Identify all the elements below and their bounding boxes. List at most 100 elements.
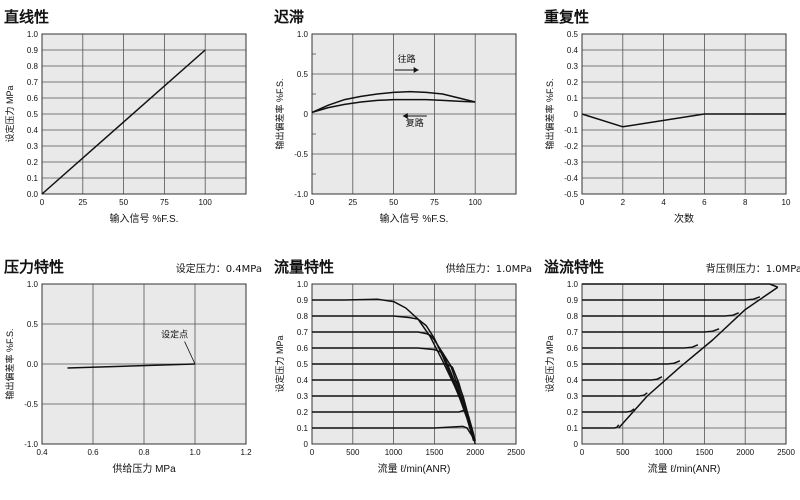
series-line-0.9-MPa [582, 296, 761, 301]
x-tick-label: 1.2 [240, 448, 252, 457]
y-tick-label: 0.5 [27, 110, 39, 119]
y-tick-label: -0.5 [564, 190, 578, 199]
y-tick-label: 0.5 [27, 320, 39, 329]
y-tick-label: 0.9 [297, 296, 309, 305]
x-tick-label: 50 [389, 198, 398, 207]
x-tick-label: 0.4 [36, 448, 48, 457]
series-line-0.4-MPa [312, 379, 476, 441]
y-tick-label: 0.5 [567, 30, 579, 39]
x-axis-label: 输入信号 %F.S. [110, 212, 179, 225]
chart-title: 流量特性 [274, 258, 335, 276]
x-tick-label: 0.8 [138, 448, 150, 457]
series-line-0.3-MPa [582, 392, 648, 397]
x-tick-label: 500 [346, 448, 360, 457]
x-tick-label: 1500 [696, 448, 714, 457]
x-axis-label: 流量 ℓ/min(ANR) [648, 462, 721, 475]
series-line-0.1-MPa [582, 424, 620, 429]
x-tick-label: 1000 [385, 448, 403, 457]
series-line-1.0-MPa [582, 283, 779, 288]
chart-title: 重复性 [544, 8, 590, 26]
x-tick-label: 1000 [655, 448, 673, 457]
y-tick-label: 0.1 [567, 424, 579, 433]
x-tick-label: 25 [348, 198, 357, 207]
x-axis-label: 输入信号 %F.S. [380, 212, 449, 225]
y-tick-label: 0.1 [27, 174, 39, 183]
y-tick-label: 0.9 [27, 46, 39, 55]
chart-title: 溢流特性 [544, 258, 605, 276]
chart-relief: 0 500 1000 1500 2000 2500 0 0.1 0.2 0.3 0.4 0.5 0.6 0… [544, 280, 795, 475]
series-line-0.4-MPa [582, 376, 663, 381]
series-line-0.6-MPa [582, 344, 699, 349]
series-line-0.5-MPa [582, 360, 681, 365]
y-tick-label: 0.2 [567, 78, 579, 87]
x-tick-label: 6 [702, 198, 707, 207]
y-tick-label: 0.8 [27, 62, 39, 71]
annotation-label: 设定点 [161, 329, 188, 340]
y-tick-label: 0.7 [567, 328, 579, 337]
y-tick-label: 0.5 [297, 360, 309, 369]
y-tick-label: 0.4 [567, 376, 579, 385]
y-tick-label: 0.0 [27, 360, 39, 369]
chart-repeatability: 0 2 4 6 8 10 -0.5 -0.4 -0.3 -0.2 -0.1 0 0.1 0.2 0.3 0.4… [544, 30, 791, 225]
x-tick-label: 0.6 [87, 448, 99, 457]
x-tick-label: 1500 [426, 448, 444, 457]
y-axis-label: 输出偏差率 %F.S. [544, 78, 555, 149]
y-tick-label: -0.2 [564, 142, 578, 151]
x-axis-label: 供给压力 MPa [112, 462, 176, 475]
x-tick-label: 10 [782, 198, 791, 207]
y-tick-label: -0.1 [564, 126, 578, 135]
series-line-pressure [67, 363, 196, 369]
series-line-0.2-MPa [312, 409, 476, 441]
series-line-0.3-MPa [312, 395, 476, 442]
y-tick-label: 0.2 [297, 408, 309, 417]
y-tick-label: 0.3 [297, 392, 309, 401]
annotation-leader [184, 341, 196, 365]
y-tick-label: 0.1 [297, 424, 309, 433]
plot-frame [41, 283, 247, 445]
y-tick-label: 0.9 [567, 296, 579, 305]
y-tick-label: 0 [304, 110, 309, 119]
y-tick-label: 0.4 [567, 46, 579, 55]
x-tick-label: 2000 [736, 448, 754, 457]
annotation-label: 往路 [398, 53, 416, 64]
x-tick-label: 75 [430, 198, 439, 207]
x-tick-label: 0 [40, 198, 45, 207]
y-axis-label: 输出偏差率 %F.S. [4, 328, 15, 399]
y-tick-label: -1.0 [294, 190, 308, 199]
series-line-复路 [311, 98, 476, 114]
y-axis-label: 设定压力 MPa [544, 335, 555, 392]
y-tick-label: 0 [574, 440, 579, 449]
x-tick-label: 0 [580, 448, 585, 457]
y-tick-label: 0.6 [567, 344, 579, 353]
y-tick-label: 0.4 [297, 376, 309, 385]
series-line-0.1-MPa [312, 425, 476, 442]
y-tick-label: 0.2 [27, 158, 39, 167]
plot-frame [311, 33, 517, 195]
y-tick-label: 0.7 [297, 328, 309, 337]
series-line-repeatability [581, 113, 786, 128]
chart-title: 迟滞 [274, 8, 305, 26]
x-tick-label: 2000 [466, 448, 484, 457]
x-tick-label: 500 [616, 448, 630, 457]
chart-flow: 0 500 1000 1500 2000 2500 0 0.1 0.2 0.3 0.4 0.5 0.6 0… [274, 280, 525, 475]
chart-panel-repeatability: 重复性 0 2 4 6 8 10 -0.5 -0.4 -0.3 -0.2 -0.1 0 0.1 0.2 0.… [540, 0, 800, 250]
y-tick-label: 0.5 [297, 70, 309, 79]
x-tick-label: 4 [661, 198, 666, 207]
y-tick-label: -0.5 [294, 150, 308, 159]
y-axis-label: 输出偏差率 %F.S. [274, 78, 285, 149]
x-tick-label: 100 [199, 198, 213, 207]
plot-frame [41, 33, 247, 195]
chart-panel-linearity: 直线性 0 25 50 75 100 0.0 0.1 0.2 0.3 0.4 0.5 0.6 0.7 0.… [0, 0, 266, 250]
x-axis-label: 流量 ℓ/min(ANR) [378, 462, 451, 475]
series-line-linearity [41, 49, 206, 195]
x-tick-label: 100 [469, 198, 483, 207]
series-line-0.2-MPa [582, 408, 635, 413]
y-tick-label: 0.5 [567, 360, 579, 369]
chart-panel-hysteresis: 迟滞 0 25 50 75 100 -1.0 -0.5 0 0.5 1.0 输入信号 %F.S. 输出… [270, 0, 536, 250]
y-tick-label: 0.3 [567, 392, 579, 401]
x-tick-label: 0 [310, 448, 315, 457]
y-tick-label: -0.3 [564, 158, 578, 167]
x-tick-label: 8 [743, 198, 748, 207]
x-tick-label: 1.0 [189, 448, 201, 457]
y-tick-label: 0.4 [27, 126, 39, 135]
